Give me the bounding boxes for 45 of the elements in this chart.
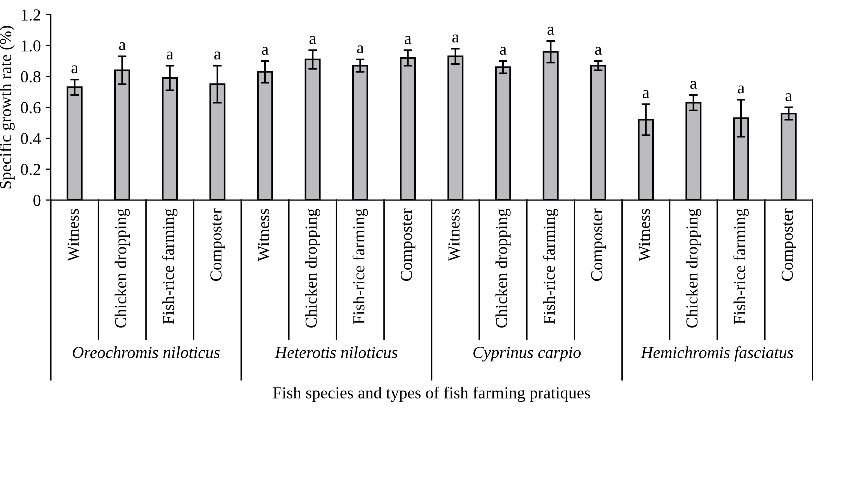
x-tick-label: Fish-rice farming <box>734 208 749 324</box>
data-label: a <box>642 90 650 98</box>
x-tick-label: Fish-rice farming <box>162 208 178 324</box>
x-tick-label: Fish-rice farming <box>352 208 368 324</box>
x-tick-label: Witness <box>639 209 650 262</box>
x-tick-label: Composter <box>401 208 416 282</box>
y-tick-label: 1.0 <box>22 40 41 52</box>
x-tick-label: Chicken dropping <box>686 208 702 328</box>
y-tick-label: 0.2 <box>21 164 40 176</box>
text: Cyprinus carpio <box>474 347 581 362</box>
x-tick-label: Chicken dropping <box>114 208 130 328</box>
y-tick-label: 0 <box>34 194 41 206</box>
data-label: a <box>548 27 554 36</box>
x-tick-label: Composter <box>782 208 796 282</box>
x-tick-label: Chicken dropping <box>496 208 511 328</box>
x-tick-label: Chicken dropping <box>305 208 320 328</box>
data-label: a <box>452 34 460 43</box>
text: Oreochromis niloticus <box>72 346 220 358</box>
y-tick-label: 0.4 <box>21 133 42 145</box>
x-tick-label: Composter <box>591 208 606 282</box>
x-tick-label: Witness <box>448 209 460 262</box>
data-label: a <box>72 66 78 74</box>
x-tick-label: Composter <box>210 208 226 282</box>
x-tick-label: Witness <box>258 209 270 262</box>
data-label: a <box>500 47 507 56</box>
data-label: a <box>357 46 364 54</box>
text: Heterotis niloticus <box>275 346 398 358</box>
y-tick-label: 1.2 <box>22 10 40 21</box>
data-label: a <box>310 36 316 44</box>
x-axis-title: Fish species and types of fish farming pratiques <box>273 386 590 402</box>
data-label: a <box>738 86 745 94</box>
x-tick-label: Fish-rice farming <box>543 208 559 324</box>
y-axis-title: Specific growth rate (%) <box>0 26 15 189</box>
data-label: a <box>404 36 412 44</box>
y-tick-label: 0.8 <box>21 71 41 83</box>
data-label: a <box>262 47 269 56</box>
data-label: a <box>214 52 222 60</box>
data-label: a <box>595 47 602 56</box>
data-label: a <box>166 52 174 60</box>
data-label: a <box>690 81 698 90</box>
data-label: a <box>786 93 792 102</box>
text: Hemichromis fasciatus <box>641 346 794 362</box>
y-tick-label: 0.6 <box>21 102 41 114</box>
data-label: a <box>119 42 126 50</box>
x-tick-label: Witness <box>68 209 80 262</box>
